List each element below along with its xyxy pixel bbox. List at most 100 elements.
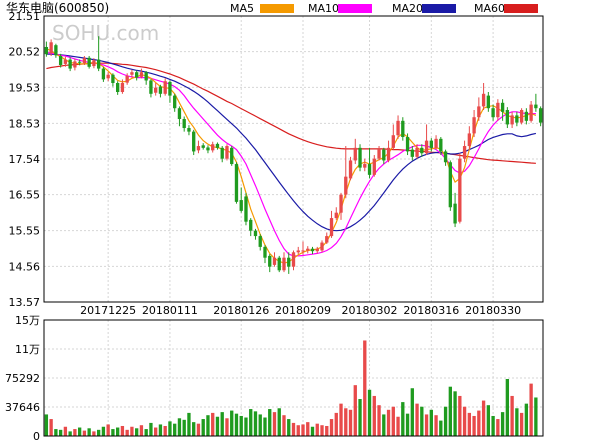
candle-body — [168, 81, 172, 96]
candle — [234, 162, 239, 204]
candle — [529, 101, 533, 123]
candle-body — [519, 110, 524, 123]
candle — [101, 66, 106, 82]
candle — [491, 104, 495, 121]
volume-bar — [477, 410, 481, 436]
volume-bar — [320, 425, 324, 436]
volume-bar — [220, 412, 224, 436]
candle-body — [263, 246, 267, 258]
candle — [462, 140, 467, 163]
candle-body — [154, 87, 158, 93]
candle-body — [301, 250, 305, 252]
candle — [310, 246, 315, 255]
volume-y-tick-label: 37646 — [5, 401, 40, 414]
candle-body — [348, 160, 353, 179]
candle — [253, 228, 258, 240]
volume-bar — [239, 415, 243, 436]
volume-bar — [177, 418, 182, 436]
volume-bar — [515, 408, 519, 436]
volume-bar — [144, 429, 148, 436]
candle-body — [377, 149, 381, 159]
candle-body — [429, 140, 433, 148]
candle-body — [453, 203, 457, 224]
candle-body — [239, 200, 243, 211]
candle — [443, 149, 448, 166]
volume-bar — [529, 383, 533, 436]
candle — [68, 57, 72, 72]
candle-body — [106, 74, 110, 79]
volume-bar — [500, 412, 505, 436]
candle — [348, 156, 353, 181]
candle — [73, 58, 77, 71]
candle — [268, 254, 272, 273]
volume-bar — [329, 419, 334, 436]
candle-body — [258, 236, 262, 247]
candle — [92, 58, 96, 69]
candle — [429, 138, 433, 152]
volume-bar — [291, 422, 296, 436]
volume-bar — [168, 421, 172, 436]
candlestick-series — [44, 36, 543, 274]
volume-bar — [372, 395, 376, 436]
candle — [420, 144, 424, 157]
candle-body — [44, 46, 49, 55]
volume-bar — [306, 422, 310, 436]
candle — [434, 135, 438, 150]
volume-bar — [505, 378, 510, 436]
candle — [58, 53, 63, 68]
candle — [329, 210, 334, 238]
candle — [334, 207, 338, 220]
volume-bars — [44, 340, 538, 436]
candle-body — [401, 120, 405, 138]
candle — [477, 97, 481, 121]
price-y-tick-label: 18.53 — [9, 117, 41, 130]
candle — [481, 82, 486, 111]
legend-swatch-ma60 — [504, 4, 538, 13]
volume-bar — [196, 423, 201, 436]
candle — [158, 84, 163, 98]
legend-label-ma20: MA20 — [392, 2, 423, 15]
price-panel: 21.51 20.52 19.53 18.53 17.54 16.55 15.55 14.56… — [9, 10, 544, 317]
candle-body — [405, 137, 410, 152]
candle — [386, 140, 391, 163]
candle-body — [54, 45, 58, 56]
candle-body — [529, 104, 533, 121]
price-y-tick-label: 14.56 — [9, 260, 41, 273]
candle — [382, 147, 386, 165]
candle-body — [500, 102, 505, 112]
candle-body — [424, 140, 429, 154]
volume-bar — [215, 416, 220, 436]
price-x-tick-label: 20180209 — [275, 304, 331, 317]
volume-bar — [367, 389, 372, 436]
volume-bar — [230, 410, 234, 436]
candle — [500, 99, 505, 121]
volume-bar — [429, 409, 433, 436]
candle — [82, 55, 87, 65]
volume-bar — [201, 419, 205, 436]
candle-body — [125, 75, 129, 83]
candle — [472, 110, 476, 138]
price-y-tick-label: 15.55 — [9, 225, 41, 238]
legend-label-ma10: MA10 — [308, 2, 339, 15]
candle — [325, 232, 329, 245]
candle-body — [353, 147, 357, 161]
candle — [291, 250, 296, 271]
candle-body — [187, 128, 191, 132]
candle — [135, 70, 139, 81]
candle — [201, 143, 205, 150]
volume-bar — [82, 430, 87, 436]
volume-bar — [420, 406, 424, 436]
candle — [125, 73, 129, 85]
volume-bar — [115, 427, 120, 436]
candle-body — [534, 104, 538, 109]
candle — [277, 255, 281, 273]
volume-bar — [344, 408, 348, 436]
volume-bar — [377, 405, 381, 436]
candle — [249, 218, 253, 237]
candle-body — [358, 147, 362, 168]
candle — [519, 108, 524, 125]
candle-body — [87, 57, 91, 67]
candle — [344, 146, 348, 199]
volume-bar — [111, 429, 115, 436]
candle-body — [372, 158, 376, 175]
